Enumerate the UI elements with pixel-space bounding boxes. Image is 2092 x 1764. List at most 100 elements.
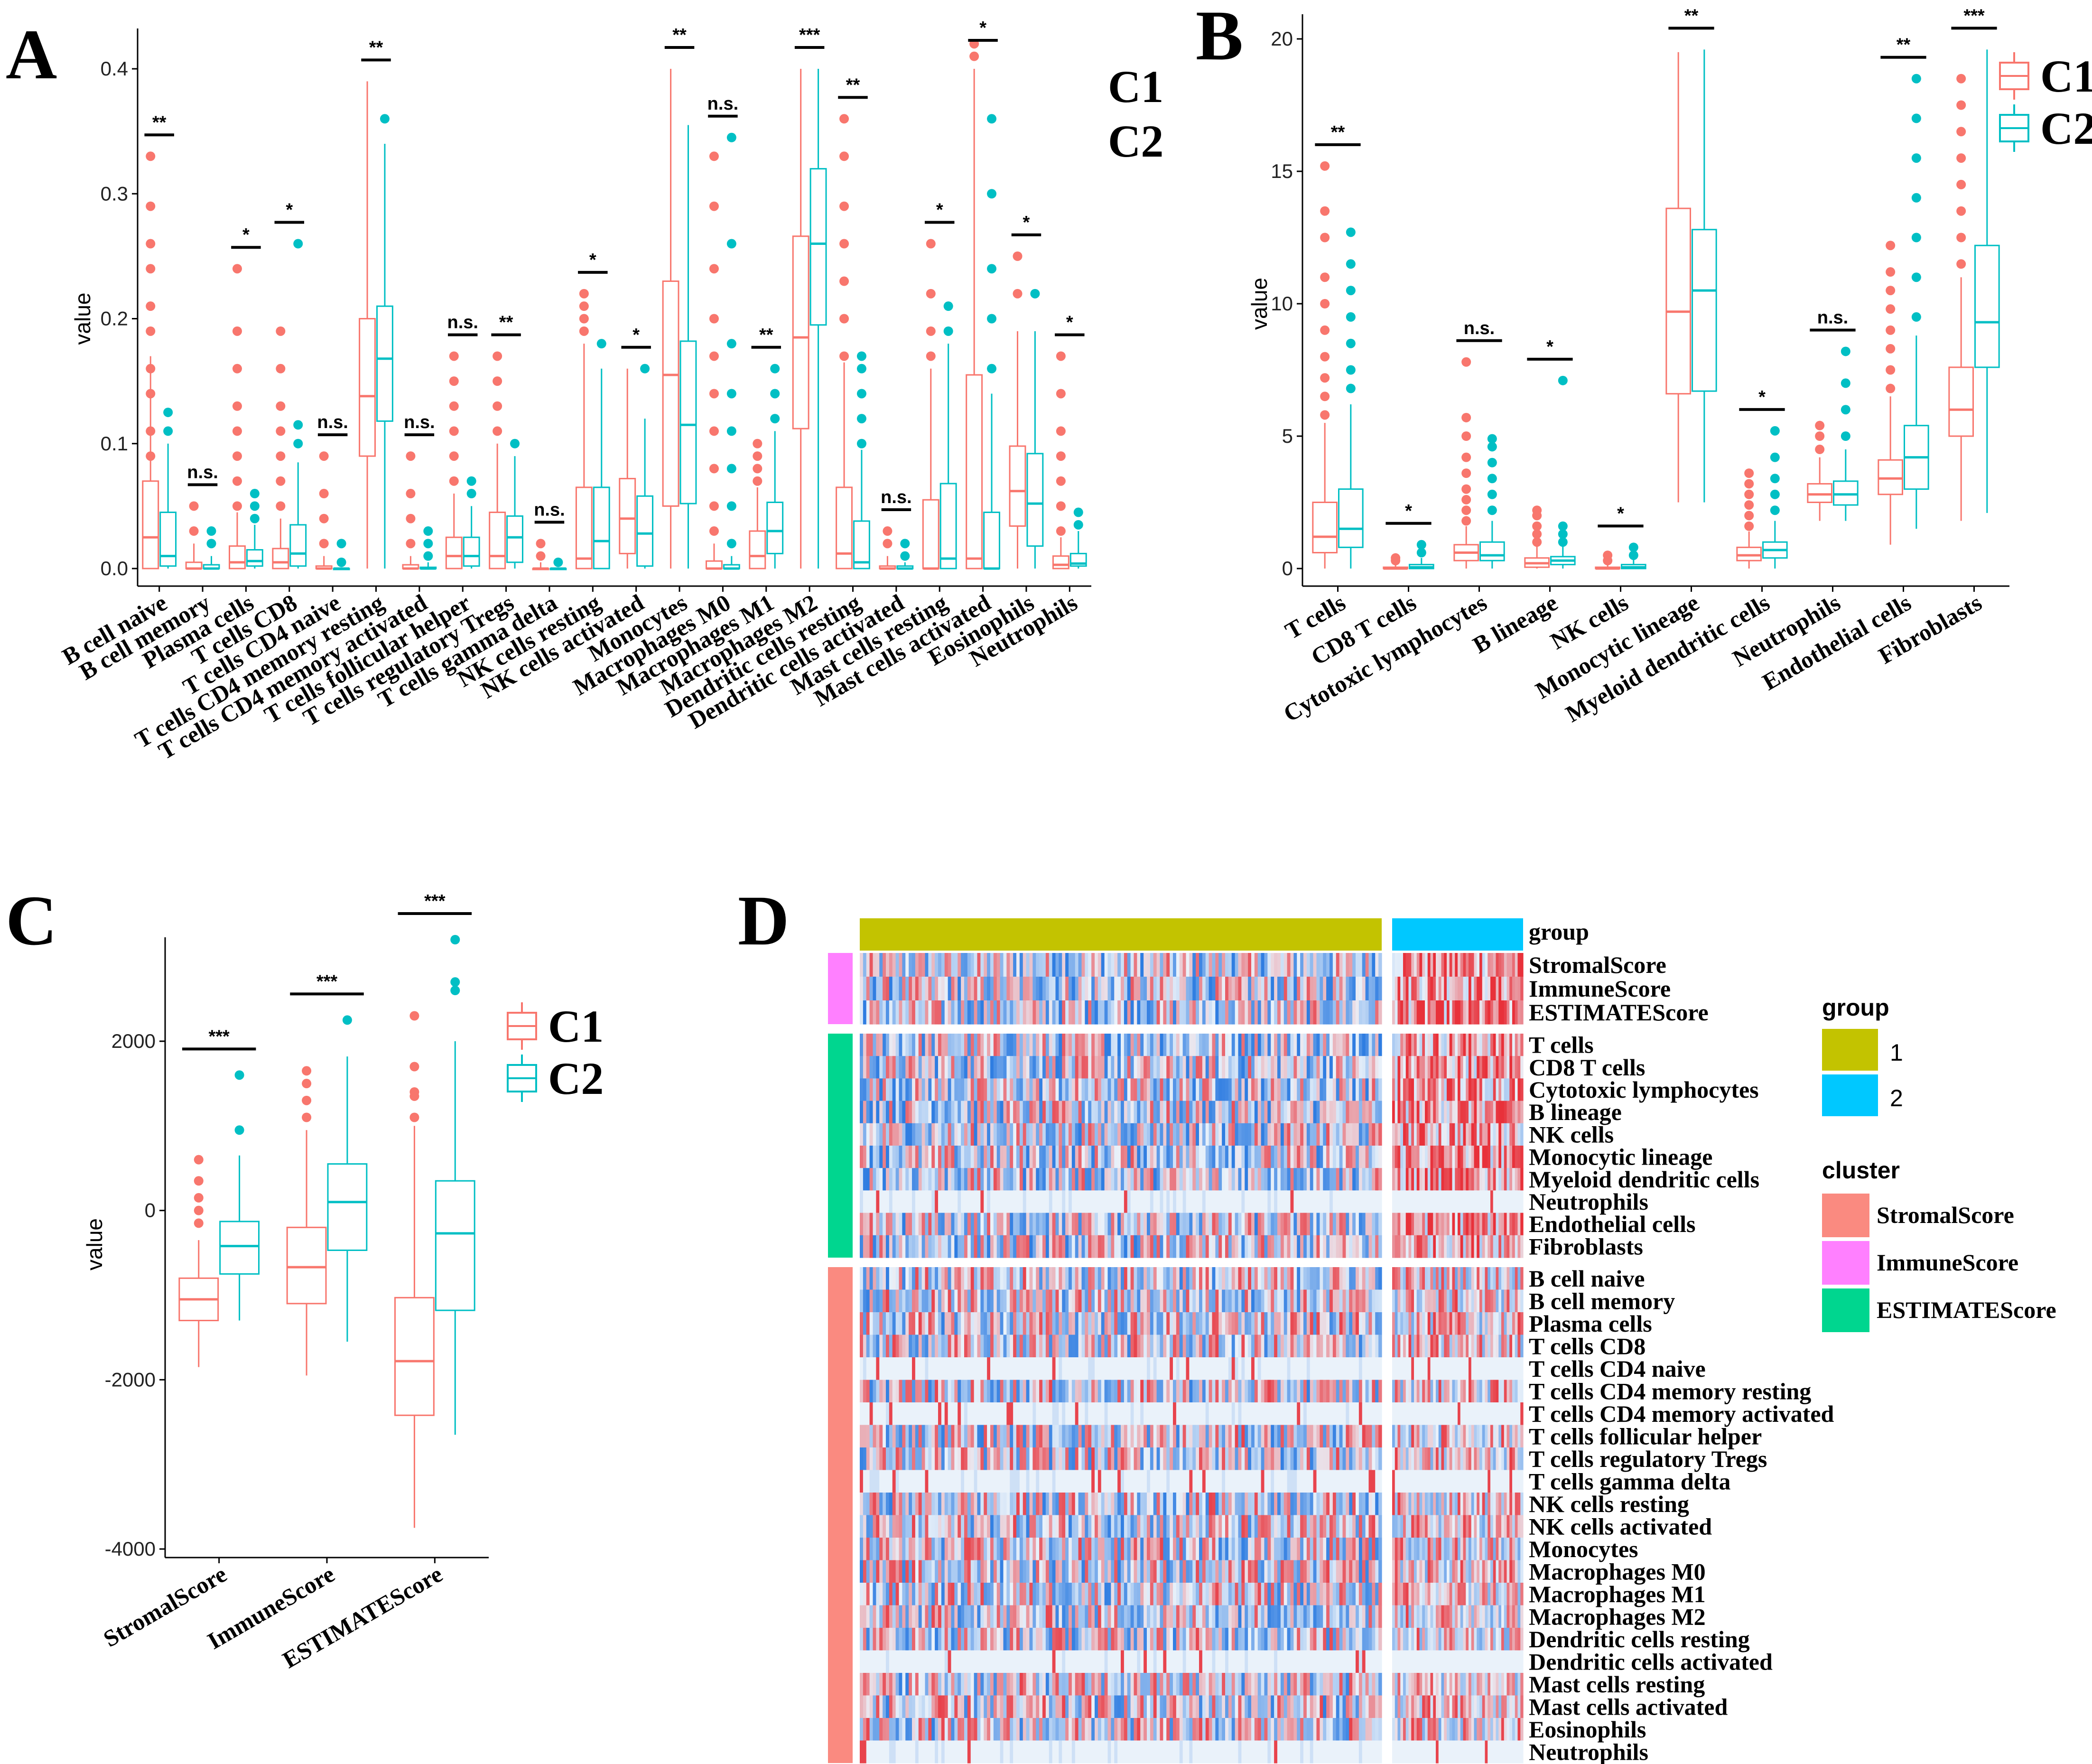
box-c1 xyxy=(619,477,636,554)
heatmap-cell xyxy=(1179,1034,1183,1056)
heatmap-cell xyxy=(1241,1000,1245,1025)
heatmap-cell xyxy=(1251,1190,1255,1213)
heatmap-cell xyxy=(1186,977,1190,1001)
heatmap-cell xyxy=(1349,1235,1353,1258)
heatmap-cell xyxy=(1196,953,1199,977)
heatmap-cell xyxy=(1052,1235,1056,1258)
heatmap-cell xyxy=(1397,977,1401,1001)
heatmap-cell xyxy=(1392,1335,1395,1358)
heatmap-cell xyxy=(905,1078,909,1101)
heatmap-cell xyxy=(1493,953,1497,977)
heatmap-cell xyxy=(1438,1267,1442,1290)
heatmap-cell xyxy=(1134,1101,1137,1124)
heatmap-cell xyxy=(1039,977,1043,1001)
heatmap-cell xyxy=(1166,1267,1170,1290)
heatmap-cell xyxy=(899,1078,902,1101)
heatmap-cell xyxy=(1326,1380,1330,1403)
heatmap-cell xyxy=(1062,1078,1066,1101)
heatmap-cell xyxy=(1075,1213,1079,1236)
heatmap-cell xyxy=(1504,1402,1507,1426)
heatmap-cell xyxy=(1466,1123,1469,1146)
heatmap-cell xyxy=(1466,953,1469,977)
heatmap-cell xyxy=(928,1123,932,1146)
heatmap-cell xyxy=(1261,1000,1265,1025)
heatmap-cell xyxy=(1144,977,1147,1001)
heatmap-cell xyxy=(1346,1357,1349,1381)
heatmap-cell xyxy=(977,977,981,1001)
heatmap-cell xyxy=(1182,1146,1187,1168)
heatmap-cell xyxy=(1425,1146,1428,1168)
heatmap-cell xyxy=(879,1146,883,1168)
heatmap-cell xyxy=(935,1357,939,1381)
heatmap-cell xyxy=(1091,1289,1095,1313)
outlier-point xyxy=(1911,193,1921,203)
heatmap-cell xyxy=(1176,1146,1180,1168)
heatmap-cell xyxy=(931,1213,935,1236)
heatmap-cell xyxy=(1215,1123,1219,1146)
heatmap-cell xyxy=(1124,1056,1128,1079)
heatmap-cell xyxy=(1466,1034,1469,1056)
panel-c-boxplot: -4000-200002000value***StromalScore***Im… xyxy=(82,891,604,1673)
heatmap-row: T cells xyxy=(860,1032,1594,1058)
category-group: ***ImmuneScore xyxy=(203,971,368,1654)
heatmap-cell xyxy=(1228,1190,1232,1213)
heatmap-cell xyxy=(1085,1190,1088,1213)
heatmap-cell xyxy=(1006,1000,1010,1025)
heatmap-cell xyxy=(1023,953,1027,977)
heatmap-cell xyxy=(883,1335,886,1358)
heatmap-cell xyxy=(1283,1168,1288,1191)
heatmap-cell xyxy=(1111,1335,1115,1358)
heatmap-cell xyxy=(1287,1235,1291,1258)
heatmap-cell xyxy=(1186,1357,1190,1381)
heatmap-cell xyxy=(1395,1357,1398,1381)
heatmap-cell xyxy=(1257,1267,1262,1290)
heatmap-cell xyxy=(1400,1123,1404,1146)
heatmap-cell xyxy=(1441,1312,1444,1335)
heatmap-cell xyxy=(1192,1101,1196,1124)
heatmap-cell xyxy=(1485,1168,1488,1191)
heatmap-cell xyxy=(990,1146,994,1168)
heatmap-cell xyxy=(1192,1312,1196,1335)
heatmap-cell xyxy=(1297,1056,1301,1079)
heatmap-cell xyxy=(1419,1146,1423,1168)
heatmap-cell xyxy=(1166,1235,1170,1258)
heatmap-cell xyxy=(1372,1380,1376,1403)
heatmap-cell xyxy=(1501,1357,1505,1381)
heatmap-cell xyxy=(987,1034,991,1056)
heatmap-cell xyxy=(1039,1146,1043,1168)
heatmap-cell xyxy=(1310,1034,1314,1056)
heatmap-cell xyxy=(980,1034,984,1056)
heatmap-cell xyxy=(1235,1289,1239,1313)
heatmap-cell xyxy=(889,1123,893,1146)
heatmap-cell xyxy=(1186,1213,1190,1236)
heatmap-cell xyxy=(941,1402,945,1426)
heatmap-cell xyxy=(1506,1235,1510,1258)
heatmap-cell xyxy=(1140,1267,1144,1290)
heatmap-cell xyxy=(1482,1235,1486,1258)
heatmap-cell xyxy=(1479,977,1483,1001)
heatmap-cell xyxy=(1517,1235,1521,1258)
heatmap-cell xyxy=(996,1078,1001,1101)
heatmap-cell xyxy=(1182,1123,1187,1146)
heatmap-cell xyxy=(1257,1168,1262,1191)
heatmap-cell xyxy=(1045,1168,1050,1191)
heatmap-cell xyxy=(921,1213,926,1236)
heatmap-cell xyxy=(1280,1402,1284,1426)
heatmap-cell xyxy=(1085,1056,1088,1079)
heatmap-cell xyxy=(1352,1312,1356,1335)
heatmap-cell xyxy=(1111,1146,1115,1168)
heatmap-cell xyxy=(1130,1235,1134,1258)
heatmap-cell xyxy=(1509,1190,1513,1213)
heatmap-cell xyxy=(889,1000,893,1025)
heatmap-cell xyxy=(1023,1101,1027,1124)
heatmap-cell xyxy=(1452,1056,1455,1079)
heatmap-cell xyxy=(1469,953,1472,977)
heatmap-cell xyxy=(873,953,876,977)
heatmap-cell xyxy=(1069,1000,1072,1025)
heatmap-cell xyxy=(1339,1123,1343,1146)
heatmap-cell xyxy=(1231,1213,1236,1236)
heatmap-cell xyxy=(1124,1101,1128,1124)
heatmap-cell xyxy=(993,1078,997,1101)
heatmap-cell xyxy=(935,1380,939,1403)
heatmap-cell xyxy=(1121,1267,1125,1290)
